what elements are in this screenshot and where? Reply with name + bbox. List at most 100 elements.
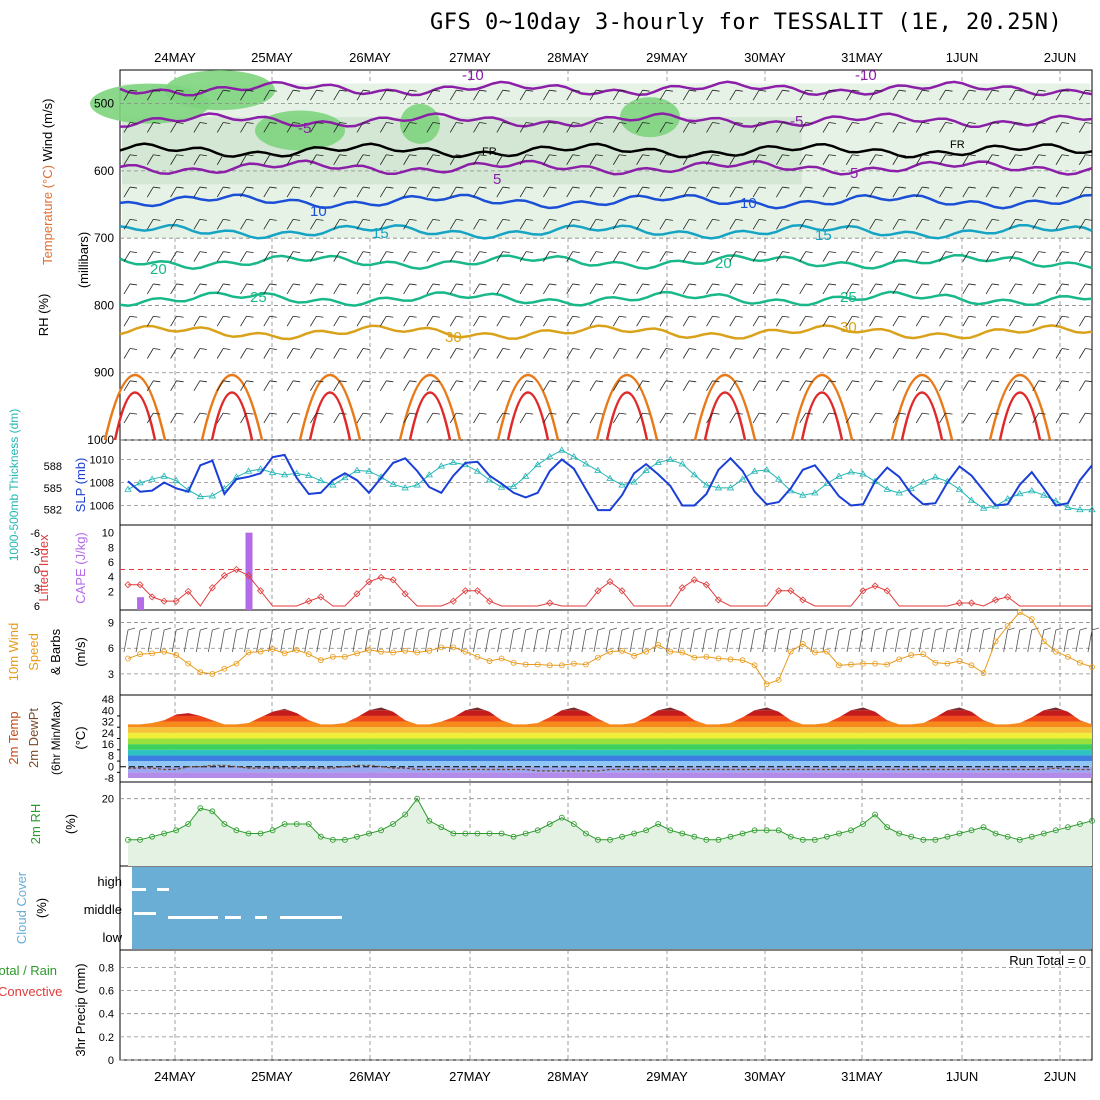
wind-barb [1078, 348, 1093, 359]
thickness-point [702, 481, 711, 488]
wind-barb [659, 186, 673, 198]
wind-barb [682, 154, 697, 165]
wind-barb [589, 218, 604, 230]
temp-axis-label: 2m Temp [6, 711, 21, 764]
wind-barb [356, 122, 371, 133]
rh2m-point [787, 833, 794, 840]
wind10-barb [762, 627, 774, 653]
thickness-tick-label: 588 [44, 461, 62, 473]
isotherm-label: 5 [850, 165, 858, 182]
wind-barb [170, 154, 184, 165]
wind-barb [939, 348, 953, 359]
isotherm-label: -5 [790, 113, 803, 130]
wind10-barb [1087, 627, 1100, 653]
wind-barb [589, 283, 604, 295]
thickness-point [967, 496, 976, 503]
wind-barb [333, 380, 347, 392]
wind-barb [193, 154, 207, 165]
isotherm-arch [103, 374, 167, 441]
rh2m-point [1028, 833, 1035, 840]
wind-barb [1032, 89, 1046, 101]
wind-barb [799, 283, 813, 295]
wind-barb [356, 315, 371, 327]
isotherm-label: 10 [740, 195, 757, 212]
isotherm-arch [298, 374, 362, 441]
li-point [992, 596, 1000, 604]
wind10-barb [207, 627, 220, 653]
li-point [859, 587, 867, 595]
rh2m-point [1065, 824, 1071, 831]
wind-barb [822, 154, 837, 165]
isotherm-arch [113, 391, 157, 441]
wind10-point [679, 649, 686, 656]
thickness-point [847, 468, 855, 475]
cloud-level-label: low [102, 930, 122, 945]
wind-barb [822, 122, 837, 133]
thickness-tick-label: 582 [44, 505, 62, 517]
wind-barb [356, 380, 371, 392]
wind-barb [403, 315, 417, 327]
wind10-barb [665, 627, 678, 653]
thickness-point [714, 484, 723, 491]
wind-barb [426, 89, 440, 101]
thickness-point [835, 472, 843, 479]
wind-barb [589, 122, 604, 133]
wind-barb [426, 283, 440, 295]
wind10-barb [509, 627, 521, 653]
li-point [546, 599, 554, 607]
isotherm-label: -10 [462, 67, 484, 84]
cloud-level-label: middle [84, 902, 122, 917]
cape-axis-label: CAPE (J/kg) [73, 532, 88, 604]
pressure-tick-label: 700 [94, 231, 114, 245]
wind-barb [496, 218, 510, 230]
isotherm-arch [506, 391, 550, 441]
wind-barb [263, 348, 277, 359]
wind-barb [543, 348, 557, 359]
wind-barb [286, 283, 301, 295]
wind-barb [263, 251, 277, 262]
precip-tick-label: 0.6 [99, 986, 114, 998]
wind10-point [269, 646, 276, 652]
rh2m-point [546, 821, 553, 827]
cape-tick-label: 2 [108, 586, 114, 598]
wind-barb [1009, 380, 1023, 392]
wind-barb [612, 251, 627, 262]
wind10-point [896, 656, 903, 663]
wind10-barb [280, 627, 292, 653]
wind-barb [310, 122, 324, 133]
wind-barb [845, 122, 860, 133]
li-tick-label: 3 [34, 583, 40, 595]
wind-barb [1009, 122, 1023, 133]
wind-barb [216, 348, 231, 359]
wind-barb [356, 154, 371, 165]
wind-barb [310, 89, 324, 101]
wind-barb [1032, 251, 1046, 262]
wind-barb [496, 89, 510, 101]
wind-barb [356, 283, 371, 295]
wind-barb [1078, 218, 1093, 230]
cloud-cover-streak [134, 912, 156, 915]
wind10-point [317, 657, 324, 664]
wind10-barb [629, 627, 642, 653]
temp-tick-label: 16 [102, 739, 114, 751]
rh2m-point [474, 830, 481, 837]
thickness-point [1064, 503, 1072, 510]
temp-band [128, 766, 1092, 773]
date-label-bottom: 30MAY [744, 1069, 786, 1084]
wind10-barb [533, 627, 545, 653]
wind-barb [240, 412, 254, 424]
cloud-cover-streak [255, 916, 267, 919]
isotherm-label: 20 [150, 261, 167, 278]
wind-barb [426, 218, 440, 230]
wind-barb [752, 283, 767, 295]
rh2m-point [691, 833, 698, 840]
thickness-point [413, 481, 421, 488]
wind-barb [1078, 380, 1093, 392]
li-tick-label: -3 [30, 546, 40, 558]
wind-barb [123, 380, 138, 392]
wind-barb [240, 186, 254, 198]
wind10-point [161, 648, 168, 655]
wind10-barb [870, 627, 883, 653]
wind-barb [752, 218, 767, 230]
wind-barb [1009, 154, 1023, 165]
